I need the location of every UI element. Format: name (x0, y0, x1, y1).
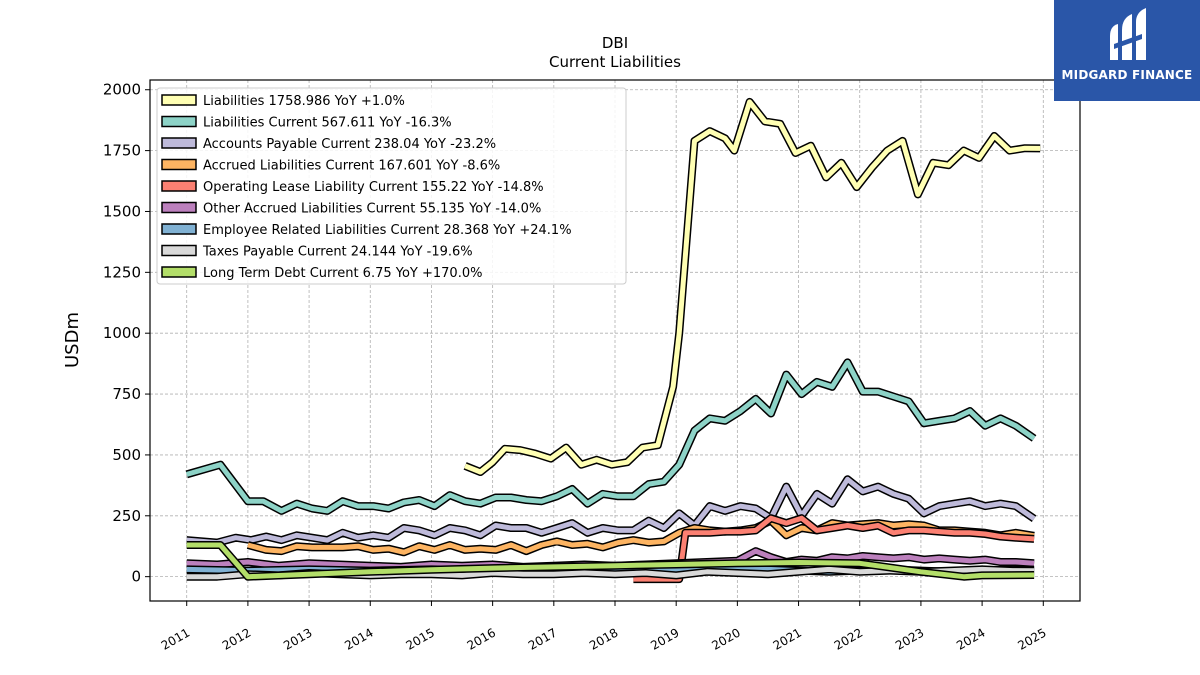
legend-swatch (161, 180, 197, 192)
y-tick-label: 2000 (103, 81, 141, 99)
legend-swatch (161, 266, 197, 278)
y-tick-label: 750 (112, 385, 141, 403)
legend-swatch (161, 94, 197, 106)
legend-swatch (161, 137, 197, 149)
y-axis: 0 250 500 750 1000 1250 1500 1750 2000 (103, 81, 150, 586)
y-tick-label: 0 (131, 568, 141, 586)
series-stroke (186, 476, 1036, 546)
y-tick-label: 250 (112, 507, 141, 525)
legend-swatch (161, 115, 197, 128)
y-tick-label: 500 (112, 446, 141, 464)
legend-label: Operating Lease Liability Current 155.22… (203, 180, 544, 195)
series-stroke (186, 548, 1035, 570)
series-line-4 (246, 516, 1035, 557)
legend-label: Accrued Liabilities Current 167.601 YoY … (203, 159, 500, 174)
legend-label: Liabilities 1758.986 YoY +1.0% (203, 94, 405, 109)
series-stroke (186, 359, 1036, 514)
legend-swatch (161, 244, 197, 257)
y-tick-label: 1750 (103, 142, 141, 160)
series-stroke (186, 542, 1035, 580)
series-stroke (247, 518, 1035, 555)
y-axis-label: USDm (62, 312, 83, 368)
legend-label: Employee Related Liabilities Current 28.… (203, 223, 572, 238)
series-line-3 (186, 475, 1037, 547)
chart-subtitle: Current Liabilities (549, 53, 681, 71)
series-line-2 (185, 358, 1037, 515)
legend-swatch (161, 223, 197, 235)
legend: Liabilities 1758.986 YoY +1.0% Liabilitie… (156, 87, 627, 285)
legend-label: Liabilities Current 567.611 YoY -16.3% (203, 116, 452, 131)
legend-label: Long Term Debt Current 6.75 YoY +170.0% (203, 266, 482, 281)
legend-box (156, 87, 627, 285)
brand-logo: MIDGARD FINANCE (1054, 0, 1200, 101)
series-line-5 (633, 514, 1035, 584)
chart-title: DBI (602, 34, 628, 52)
series-layer (185, 97, 1041, 584)
legend-swatch (161, 201, 197, 214)
y-tick-label: 1000 (103, 324, 141, 342)
y-tick-label: 1250 (103, 263, 141, 281)
series-stroke (464, 99, 1041, 475)
legend-label: Accounts Payable Current 238.04 YoY -23.… (203, 137, 496, 152)
y-tick-label: 1500 (103, 202, 141, 220)
legend-label: Other Accrued Liabilities Current 55.135… (203, 202, 541, 217)
series-line-1 (463, 97, 1041, 476)
series-line-9 (186, 541, 1035, 581)
legend-swatch (161, 158, 197, 171)
series-line-6 (186, 547, 1035, 571)
legend-label: Taxes Payable Current 24.144 YoY -19.6% (202, 245, 473, 260)
brand-name: MIDGARD FINANCE (1061, 68, 1193, 82)
brand-mark-icon (1110, 8, 1146, 60)
series-stroke (633, 515, 1035, 582)
